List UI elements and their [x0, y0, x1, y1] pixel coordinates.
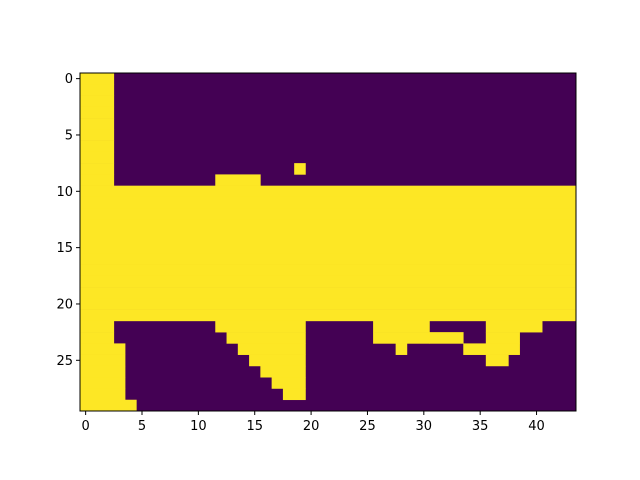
heatmap-cell-run	[80, 118, 115, 130]
heatmap-cell-run	[249, 354, 306, 367]
y-tick-label: 0	[65, 72, 73, 87]
heatmap-cell-run	[80, 219, 577, 232]
heatmap-cell-run	[80, 208, 577, 220]
heatmap-cell-run	[373, 332, 430, 344]
x-tick-label: 35	[472, 419, 489, 434]
heatmap-cell-run	[80, 140, 115, 153]
heatmap-cell-run	[237, 343, 306, 355]
heatmap-cell-run	[80, 309, 577, 322]
heatmap-cell-run	[215, 174, 261, 186]
x-tick-label: 25	[359, 419, 376, 434]
heatmap-cell-run	[80, 388, 126, 401]
plot-frame	[79, 72, 577, 412]
heatmap-cell-run	[80, 230, 577, 243]
heatmap-cell-run	[485, 354, 509, 367]
heatmap-cell-run	[80, 196, 577, 209]
heatmap-cell-run	[282, 388, 306, 401]
heatmap-cell-run	[80, 242, 577, 254]
heatmap-cell-run	[80, 365, 126, 378]
heatmap-cell-run	[80, 151, 115, 164]
y-axis: 0 5 10 15 20 25	[56, 72, 80, 369]
heatmap-cell-run	[80, 343, 126, 355]
heatmap-cell-run	[373, 320, 430, 333]
heatmap-cell-run	[80, 106, 115, 119]
x-axis: 0 5 10 15 20 25 30 35 40	[81, 411, 545, 434]
heatmap-cell-run	[463, 343, 520, 355]
y-tick-label: 5	[65, 128, 73, 143]
heatmap-cells	[80, 73, 577, 412]
heatmap-cell-run	[80, 253, 577, 265]
heatmap-cell-run	[271, 377, 306, 389]
x-tick-label: 10	[190, 419, 207, 434]
heatmap-cell-run	[80, 320, 115, 333]
heatmap-cell-run	[80, 275, 577, 288]
y-tick-label: 25	[56, 354, 73, 369]
heatmap-cell-run	[260, 365, 306, 378]
heatmap-cell-run	[80, 163, 115, 175]
y-tick-label: 15	[56, 241, 73, 256]
heatmap-cell-run	[80, 73, 115, 85]
heatmap-cell-run	[80, 264, 577, 277]
y-tick-label: 10	[56, 185, 73, 200]
heatmap-cell-run	[429, 332, 464, 344]
heatmap-cell-run	[485, 320, 543, 333]
x-tick-label: 15	[246, 419, 263, 434]
heatmap-cell-run	[80, 298, 577, 310]
heatmap-cell-run	[294, 163, 306, 175]
heatmap-cell-run	[80, 399, 137, 412]
x-tick-label: 30	[416, 419, 433, 434]
x-tick-label: 5	[138, 419, 146, 434]
heatmap-cell-run	[395, 343, 408, 355]
x-tick-label: 40	[528, 419, 545, 434]
heatmap-cell-run	[80, 287, 577, 299]
x-tick-label: 20	[303, 419, 320, 434]
heatmap-cell-run	[215, 320, 306, 333]
heatmap-cell-run	[80, 185, 577, 198]
heatmap-cell-run	[80, 84, 115, 96]
heatmap-cell-run	[80, 174, 115, 186]
heatmap-cell-run	[80, 129, 115, 141]
heatmap-cell-run	[80, 377, 126, 389]
y-tick-label: 20	[56, 297, 73, 312]
heatmap-cell-run	[80, 95, 115, 108]
heatmap-cell-run	[485, 332, 520, 344]
heatmap-cell-run	[226, 332, 306, 344]
heatmap-cell-run	[80, 354, 126, 367]
heatmap-cell-run	[80, 332, 115, 344]
x-tick-label: 0	[81, 419, 89, 434]
